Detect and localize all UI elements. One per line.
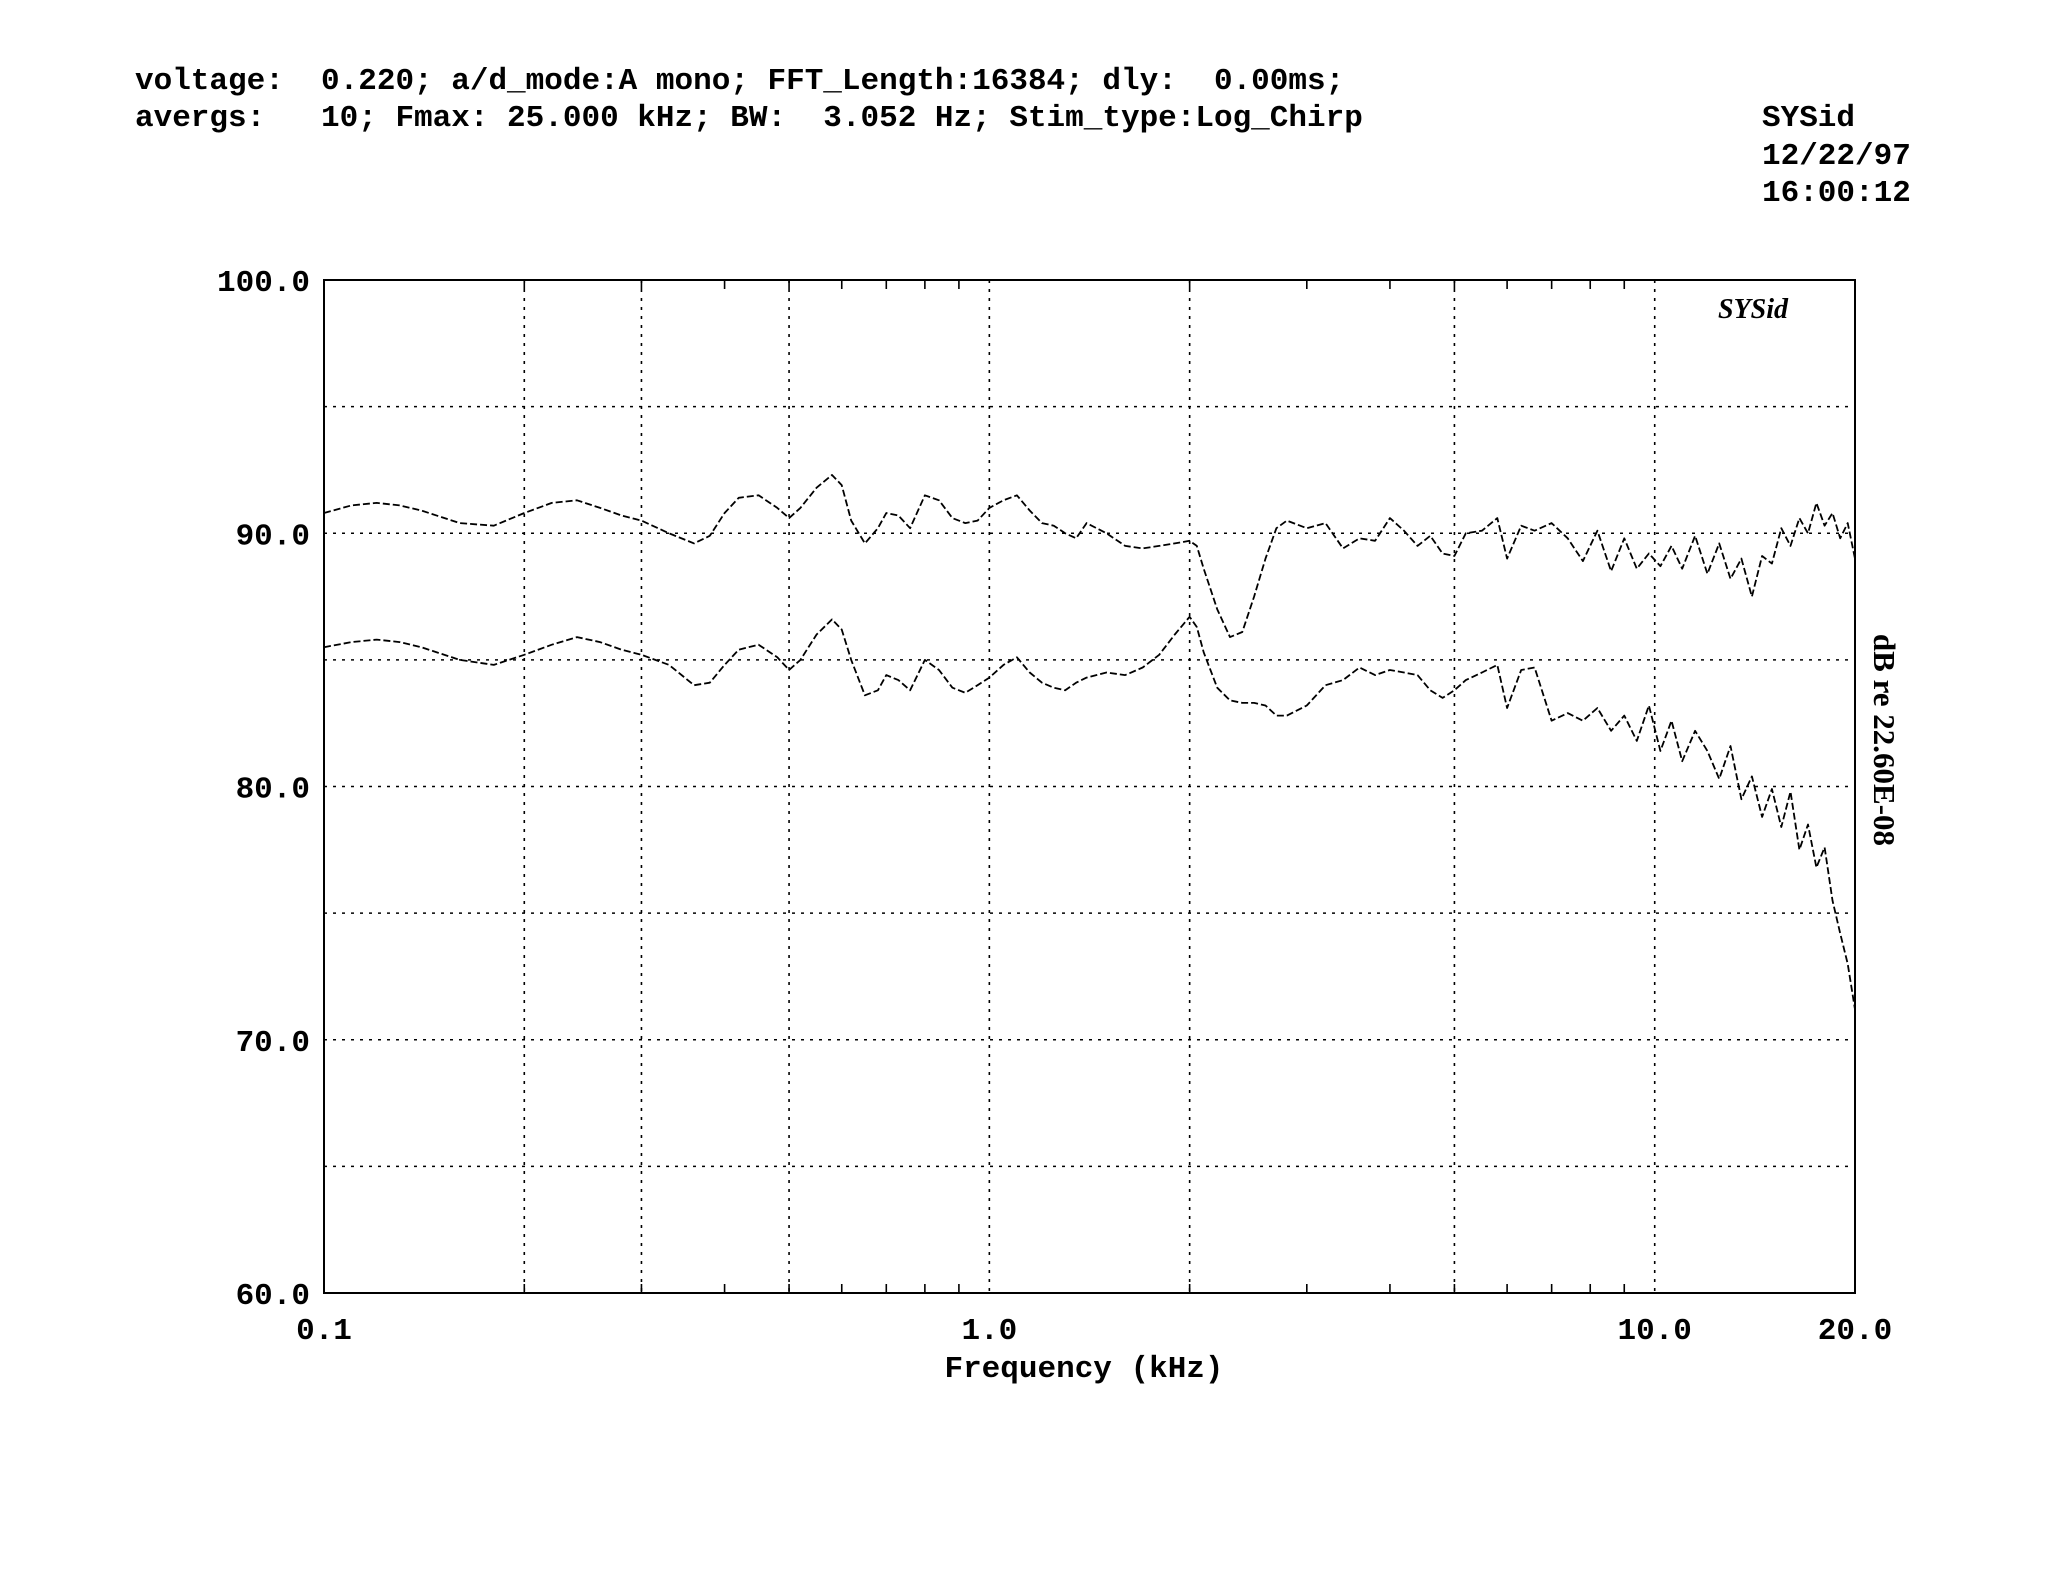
y-tick-label: 100.0 — [217, 266, 310, 301]
x-tick-label: 0.1 — [296, 1314, 352, 1349]
stamp-name: SYSid — [1762, 101, 1856, 136]
series-layer — [323, 474, 1856, 1010]
measurement-params-line-1: voltage: 0.220; a/d_mode:A mono; FFT_Len… — [135, 64, 1345, 99]
measurement-params-line-2: avergs: 10; Fmax: 25.000 kHz; BW: 3.052 … — [135, 101, 1363, 136]
stamp-time: 16:00:12 — [1762, 176, 1911, 211]
series-line-2 — [323, 615, 1856, 1010]
y-tick-label: 80.0 — [236, 773, 310, 808]
plot-frame — [323, 279, 1856, 1294]
x-tick-label: 10.0 — [1617, 1314, 1691, 1349]
chart-logo: SYSid — [1718, 294, 1789, 325]
y-tick-label: 70.0 — [236, 1026, 310, 1061]
stamp-date: 12/22/97 — [1762, 139, 1911, 174]
x-tick-label: 1.0 — [961, 1314, 1017, 1349]
x-axis-label: Frequency (kHz) — [944, 1352, 1223, 1387]
y-axis-label: dB re 22.60E-08 — [1867, 634, 1902, 846]
grid-layer — [324, 280, 1855, 1293]
tick-labels: 100.0 90.0 80.0 70.0 60.00.1 1.0 10.0 20.0 — [217, 266, 1892, 1349]
y-tick-label: 90.0 — [236, 519, 310, 554]
series-line-1 — [323, 474, 1856, 638]
plot-border — [323, 279, 1856, 1294]
x-tick-label: 20.0 — [1818, 1314, 1892, 1349]
y-tick-label: 60.0 — [236, 1279, 310, 1314]
